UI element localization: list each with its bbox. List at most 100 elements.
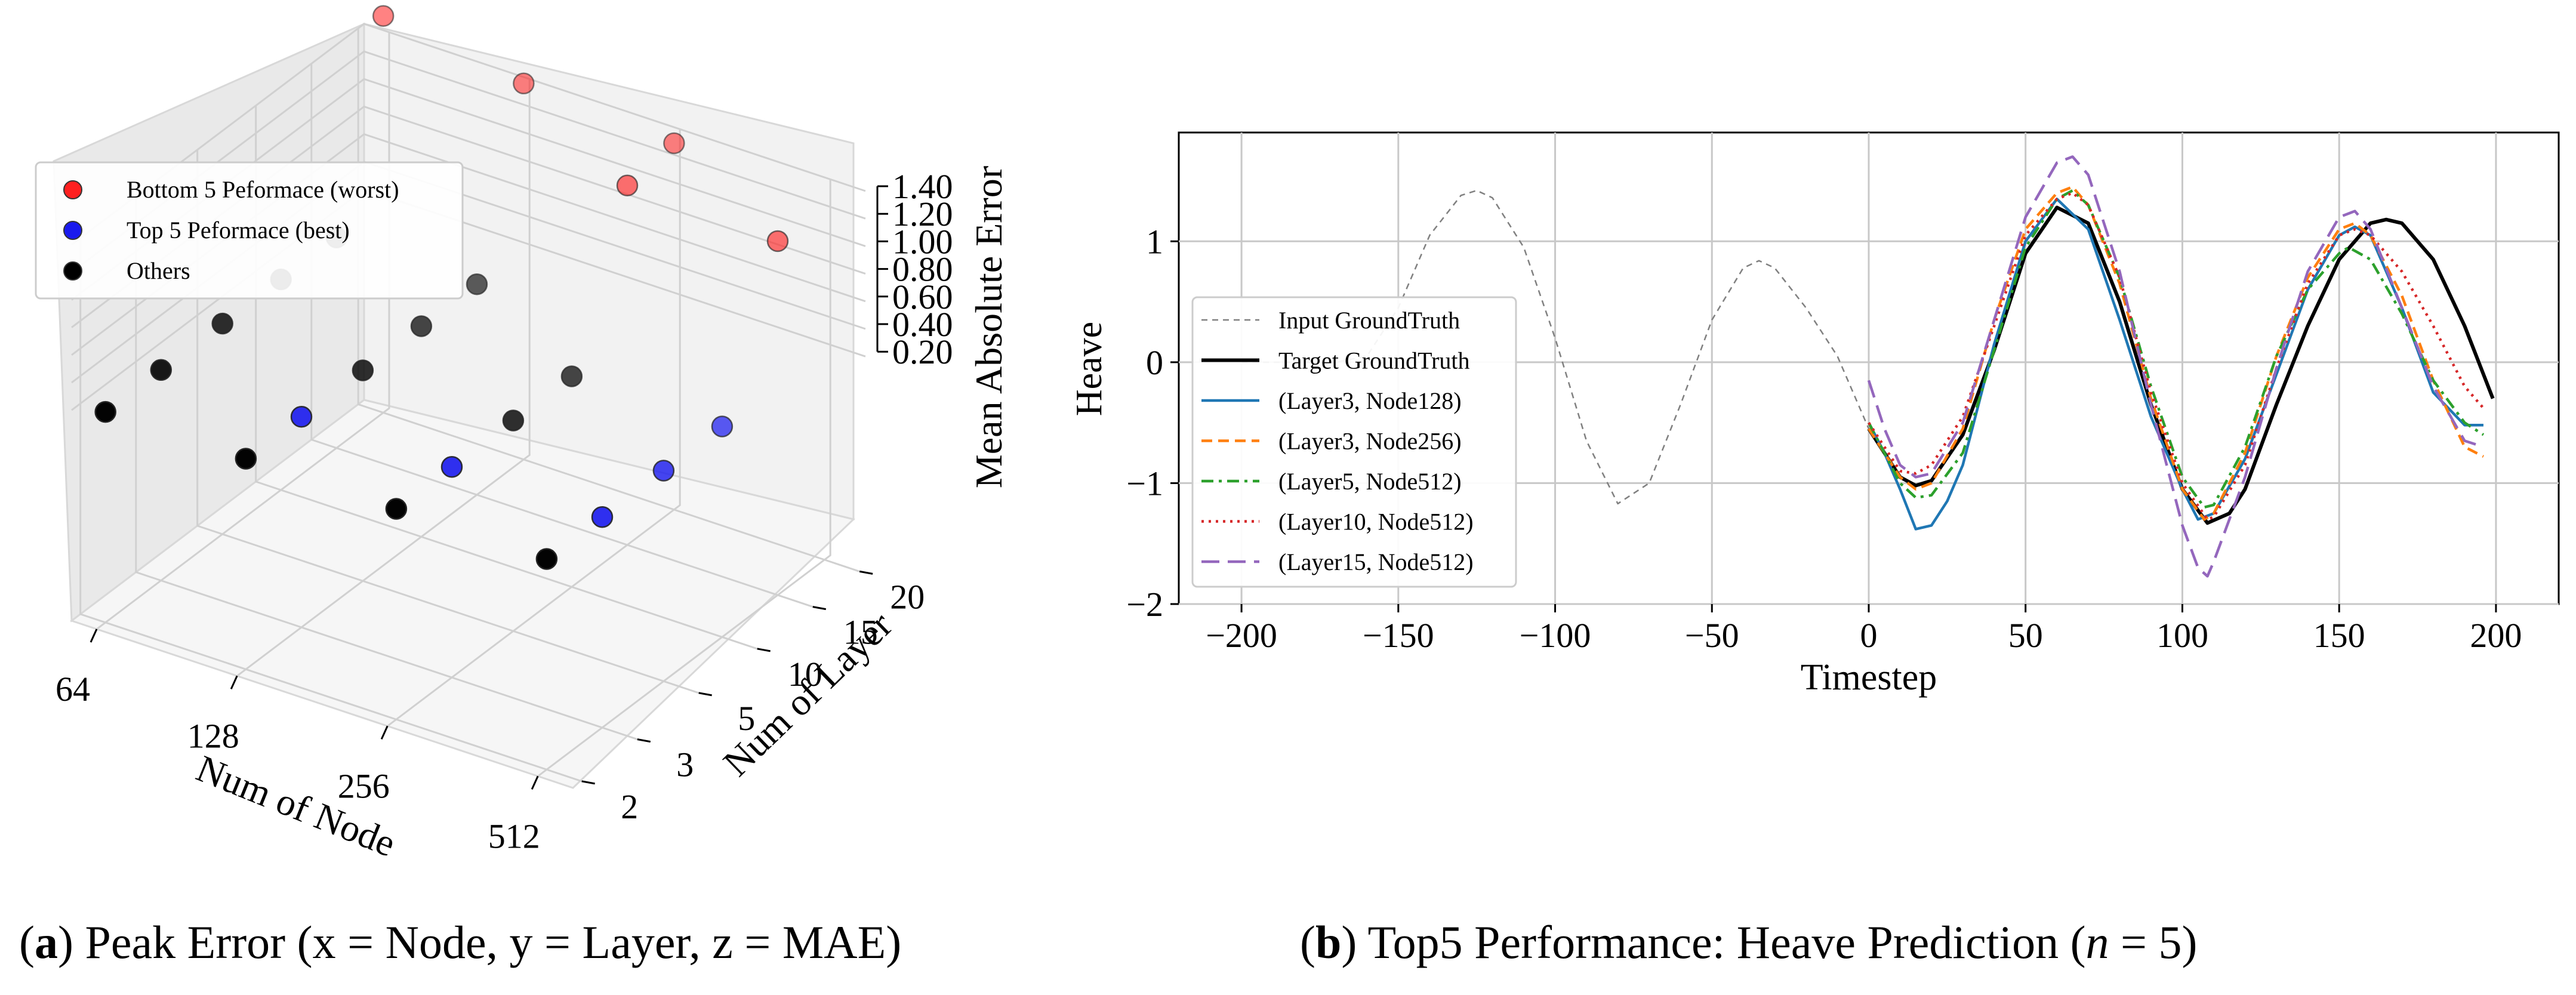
x-tick	[90, 629, 98, 643]
z-tick-label: 1.40	[892, 167, 953, 206]
legend-b-label: (Layer3, Node256)	[1278, 428, 1462, 455]
y-tick-label: 15	[843, 613, 878, 652]
x-tick	[230, 675, 238, 690]
z-tick-label: 0.20	[892, 332, 953, 371]
legend-b-label: (Layer10, Node512)	[1278, 509, 1474, 535]
x-tick-label: 512	[488, 817, 540, 855]
grid-y-line	[79, 238, 583, 783]
scatter-point	[766, 230, 789, 252]
grid-x-line	[96, 32, 390, 630]
scatter-point	[150, 359, 172, 381]
legend-b-box	[1191, 296, 1517, 588]
x-tick-label: 50	[2008, 616, 2043, 655]
legend-a-box	[35, 161, 464, 300]
panel-a-3d-scatter: 0.200.400.600.801.001.201.40 64 128 256 512 2…	[19, 5, 1010, 968]
legend-a-marker-best	[63, 221, 82, 240]
caption-b-suffix: = 5)	[2109, 916, 2198, 968]
z-tick-label: 0.40	[892, 305, 953, 344]
scatter-point	[352, 359, 374, 381]
scatter-point	[502, 409, 525, 432]
x-tick	[531, 775, 539, 790]
grid-y-line	[357, 28, 860, 572]
x-tick-label: 150	[2313, 616, 2365, 655]
ylabel-a: Num of Layer	[715, 603, 900, 784]
y-tick	[757, 648, 771, 652]
scatter-point	[385, 498, 408, 520]
legend-b-label: (Layer15, Node512)	[1278, 549, 1474, 575]
y-tick-label: −2	[1126, 585, 1163, 624]
scatter-point	[616, 174, 639, 196]
x-tick-label: 128	[187, 716, 239, 755]
grid-x-line	[236, 79, 531, 677]
series-line	[1868, 185, 2484, 521]
caption-b: (b) Top5 Performance: Heave Prediction (…	[1300, 916, 2198, 968]
y-tick-label: −1	[1126, 464, 1163, 503]
caption-b-var: n	[2086, 916, 2109, 968]
grid-x-line	[387, 129, 681, 727]
legend-a-label-best: Top 5 Peformace (best)	[127, 217, 350, 244]
scatter-point	[94, 401, 116, 423]
grid-y-line	[135, 196, 638, 741]
y-tick	[637, 738, 651, 743]
x-tick-label: −150	[1363, 616, 1434, 655]
series-lines	[1241, 155, 2495, 578]
legend-b-items: Input GroundTruth Target GroundTruth (Laye…	[1201, 307, 1474, 575]
ylabel-b: Heave	[1069, 322, 1110, 416]
x-tick-label: −200	[1206, 616, 1277, 655]
y-tick-label: 3	[676, 746, 694, 784]
scatter-point	[372, 5, 395, 27]
xlabel-b: Timestep	[1801, 657, 1937, 698]
legend-a-marker-worst	[63, 180, 82, 199]
x-tick-label: 100	[2156, 616, 2208, 655]
legend-b: Input GroundTruth Target GroundTruth (Laye…	[1191, 296, 1517, 588]
caption-a: (a) Peak Error (x = Node, y = Layer, z =…	[19, 916, 901, 968]
scatter-point	[652, 460, 675, 482]
x-tick-label: 256	[338, 766, 390, 805]
x-tick-label: −50	[1685, 616, 1739, 655]
x-tick	[380, 725, 389, 740]
ticks-b: −200 −150 −100 −50 0 50 100 150 200 −2 −1 0 1	[1126, 222, 2522, 655]
y-tick	[812, 606, 827, 611]
y-tick-label: 5	[738, 699, 755, 738]
caption-a-label: a	[35, 916, 58, 968]
x-tick-label: 64	[56, 670, 90, 708]
z-tick-label: 0.60	[892, 278, 953, 316]
zlabel-a: Mean Absolute Error	[967, 166, 1010, 488]
scatter-point	[711, 415, 734, 438]
x-tick-label: −100	[1520, 616, 1591, 655]
caption-a-text: ) Peak Error (x = Node, y = Layer, z = M…	[58, 916, 901, 968]
y-tick	[698, 692, 712, 697]
caption-b-prefix: ) Top5 Performance: Heave Prediction (	[1341, 916, 2085, 968]
scatter-point	[235, 448, 257, 470]
legend-b-label: Input GroundTruth	[1278, 307, 1460, 334]
z-tick-label: 0.80	[892, 250, 953, 289]
axes-3d: 0.200.400.600.801.001.201.40 64 128 256 512 2…	[56, 167, 953, 855]
pane-floor	[69, 399, 856, 789]
series-line	[1868, 189, 2485, 509]
y-tick-label: 10	[788, 655, 822, 694]
y-tick-label: 2	[621, 787, 638, 826]
panel-b-line-chart: −200 −150 −100 −50 0 50 100 150 200 −2 −1 0 1 Input …	[1069, 131, 2560, 968]
scatter-point	[410, 315, 433, 337]
y-tick-label: 1	[1146, 222, 1163, 261]
grid-x-line	[537, 179, 831, 777]
series-line	[1867, 155, 2484, 578]
legend-a-marker-others	[63, 261, 82, 281]
scatter-point	[513, 72, 535, 95]
legend-a: Bottom 5 Peformace (worst) Top 5 Peforma…	[35, 161, 464, 300]
y-tick	[581, 780, 595, 785]
scatter-point	[440, 455, 463, 478]
x-tick-label: 0	[1860, 616, 1878, 655]
caption-b-label: b	[1315, 916, 1341, 968]
xlabel-a: Num of Node	[191, 747, 402, 865]
y-tick	[859, 570, 873, 575]
scatter-point	[290, 405, 313, 428]
scatter-point	[211, 312, 233, 335]
z-tick-label: 1.20	[892, 195, 953, 233]
z-tick-label: 1.00	[892, 222, 953, 261]
legend-b-label: Target GroundTruth	[1278, 347, 1470, 374]
scatter-point	[535, 548, 558, 570]
y-tick-label: 20	[890, 577, 925, 616]
y-tick-label: 0	[1146, 343, 1163, 382]
